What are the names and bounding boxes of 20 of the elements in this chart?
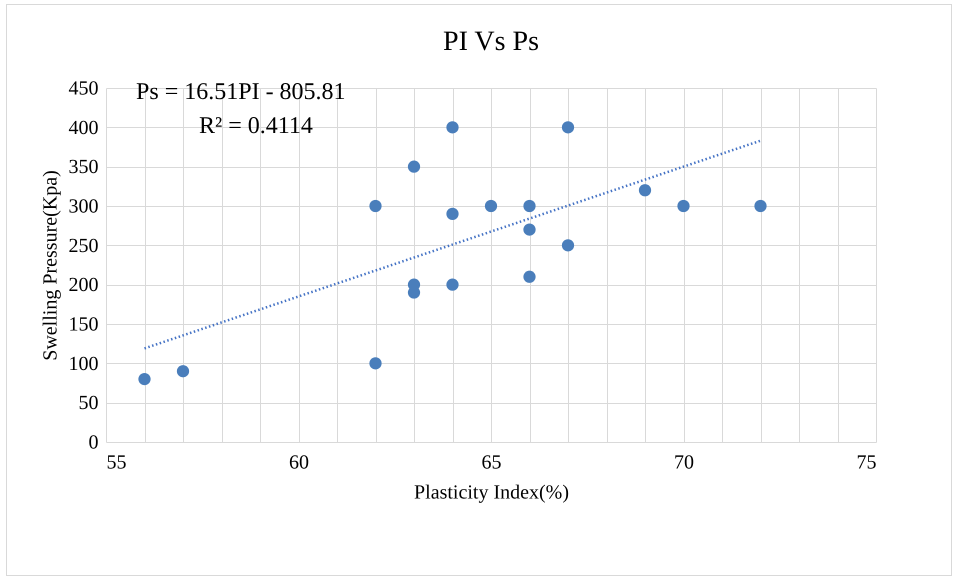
y-tick-label: 150 <box>68 314 98 336</box>
y-tick-label: 50 <box>78 392 98 414</box>
annotation: Ps = 16.51PI - 805.81 <box>136 79 346 105</box>
annotation: R² = 0.4114 <box>199 113 313 139</box>
x-axis-title: Plasticity Index(%) <box>414 482 569 504</box>
x-tick-label: 70 <box>674 452 694 474</box>
chart-title: PI Vs Ps <box>443 26 539 57</box>
x-tick-label: 55 <box>106 452 126 474</box>
y-tick-label: 100 <box>68 352 98 375</box>
x-tick-label: 65 <box>482 452 502 474</box>
y-tick-label: 450 <box>68 78 98 100</box>
y-tick-label: 0 <box>88 432 98 454</box>
y-tick-label: 200 <box>68 274 98 296</box>
x-tick-label: 75 <box>856 452 876 474</box>
y-tick-label: 400 <box>68 116 98 139</box>
y-tick-label: 350 <box>68 156 98 178</box>
x-tick-label: 60 <box>289 452 309 474</box>
y-tick-label: 300 <box>68 196 98 218</box>
y-tick-label: 250 <box>68 234 98 257</box>
y-axis-title: Swelling Pressure(Kpa) <box>40 170 62 361</box>
